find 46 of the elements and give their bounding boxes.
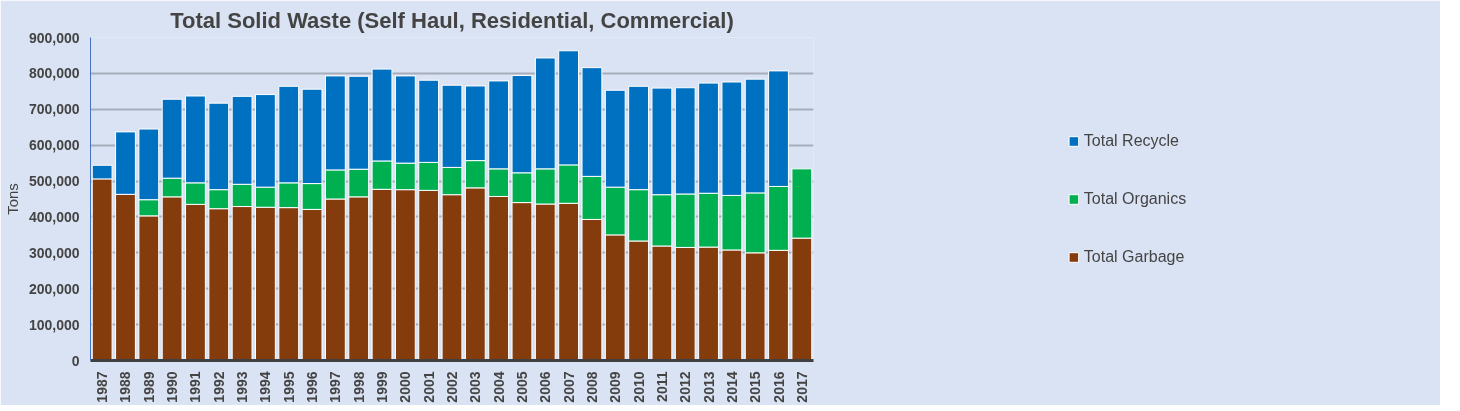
y-tick-label: 700,000 — [28, 101, 80, 118]
x-tick-label: 1992 — [210, 371, 227, 403]
x-tick-label: 2003 — [467, 371, 484, 403]
x-tick-label: 1993 — [234, 371, 251, 403]
x-tick-label: 2013 — [700, 371, 717, 403]
y-tick-label: 200,000 — [28, 280, 80, 297]
x-tick-label: 2001 — [420, 371, 437, 403]
x-tick-label: 1990 — [164, 371, 181, 403]
x-tick-label: 1998 — [350, 371, 367, 403]
y-tick-label: 600,000 — [28, 137, 80, 154]
x-tick-label: 2007 — [560, 371, 577, 403]
x-tick-label: 2016 — [770, 371, 787, 403]
chart-title: Total Solid Waste (Self Haul, Residential, Commercial) — [170, 7, 734, 33]
x-tick-label: 2002 — [444, 371, 460, 403]
x-tick-label: 1994 — [257, 371, 274, 403]
x-tick-label: 1999 — [374, 371, 391, 403]
x-tick-label: 2006 — [537, 371, 554, 403]
x-tick-label: 2004 — [490, 371, 507, 403]
x-tick-label: 2008 — [583, 371, 600, 403]
x-tick-label: 2000 — [397, 371, 414, 403]
x-tick-label: 2005 — [513, 371, 530, 403]
y-tick-label: 900,000 — [28, 29, 80, 46]
legend-label: Total Recycle — [1083, 131, 1180, 150]
y-tick-label: 800,000 — [28, 65, 80, 82]
legend-label: Total Garbage — [1083, 247, 1185, 266]
x-tick-label: 2009 — [607, 371, 624, 403]
x-tick-label: 1988 — [117, 371, 134, 403]
x-tick-label: 1996 — [304, 371, 321, 403]
x-tick-label: 2014 — [723, 371, 740, 403]
x-tick-label: 2012 — [677, 371, 694, 403]
y-tick-label: 500,000 — [28, 173, 80, 190]
x-tick-label: 2010 — [630, 371, 647, 403]
x-tick-label: 2017 — [793, 371, 810, 403]
y-tick-label: 300,000 — [28, 244, 80, 261]
y-tick-label: 0 — [71, 352, 80, 369]
x-tick-label: 1987 — [94, 371, 111, 403]
y-axis-title: Tons — [3, 183, 21, 215]
y-tick-label: 400,000 — [28, 208, 80, 225]
x-tick-label: 2015 — [747, 371, 764, 403]
x-tick-label: 2011 — [653, 371, 670, 402]
y-tick-label: 100,000 — [28, 316, 80, 333]
legend-label: Total Organics — [1083, 189, 1187, 208]
x-tick-label: 1995 — [280, 371, 297, 403]
x-tick-label: 1989 — [140, 371, 157, 403]
x-tick-label: 1997 — [327, 371, 344, 403]
x-tick-label: 1991 — [187, 371, 204, 403]
